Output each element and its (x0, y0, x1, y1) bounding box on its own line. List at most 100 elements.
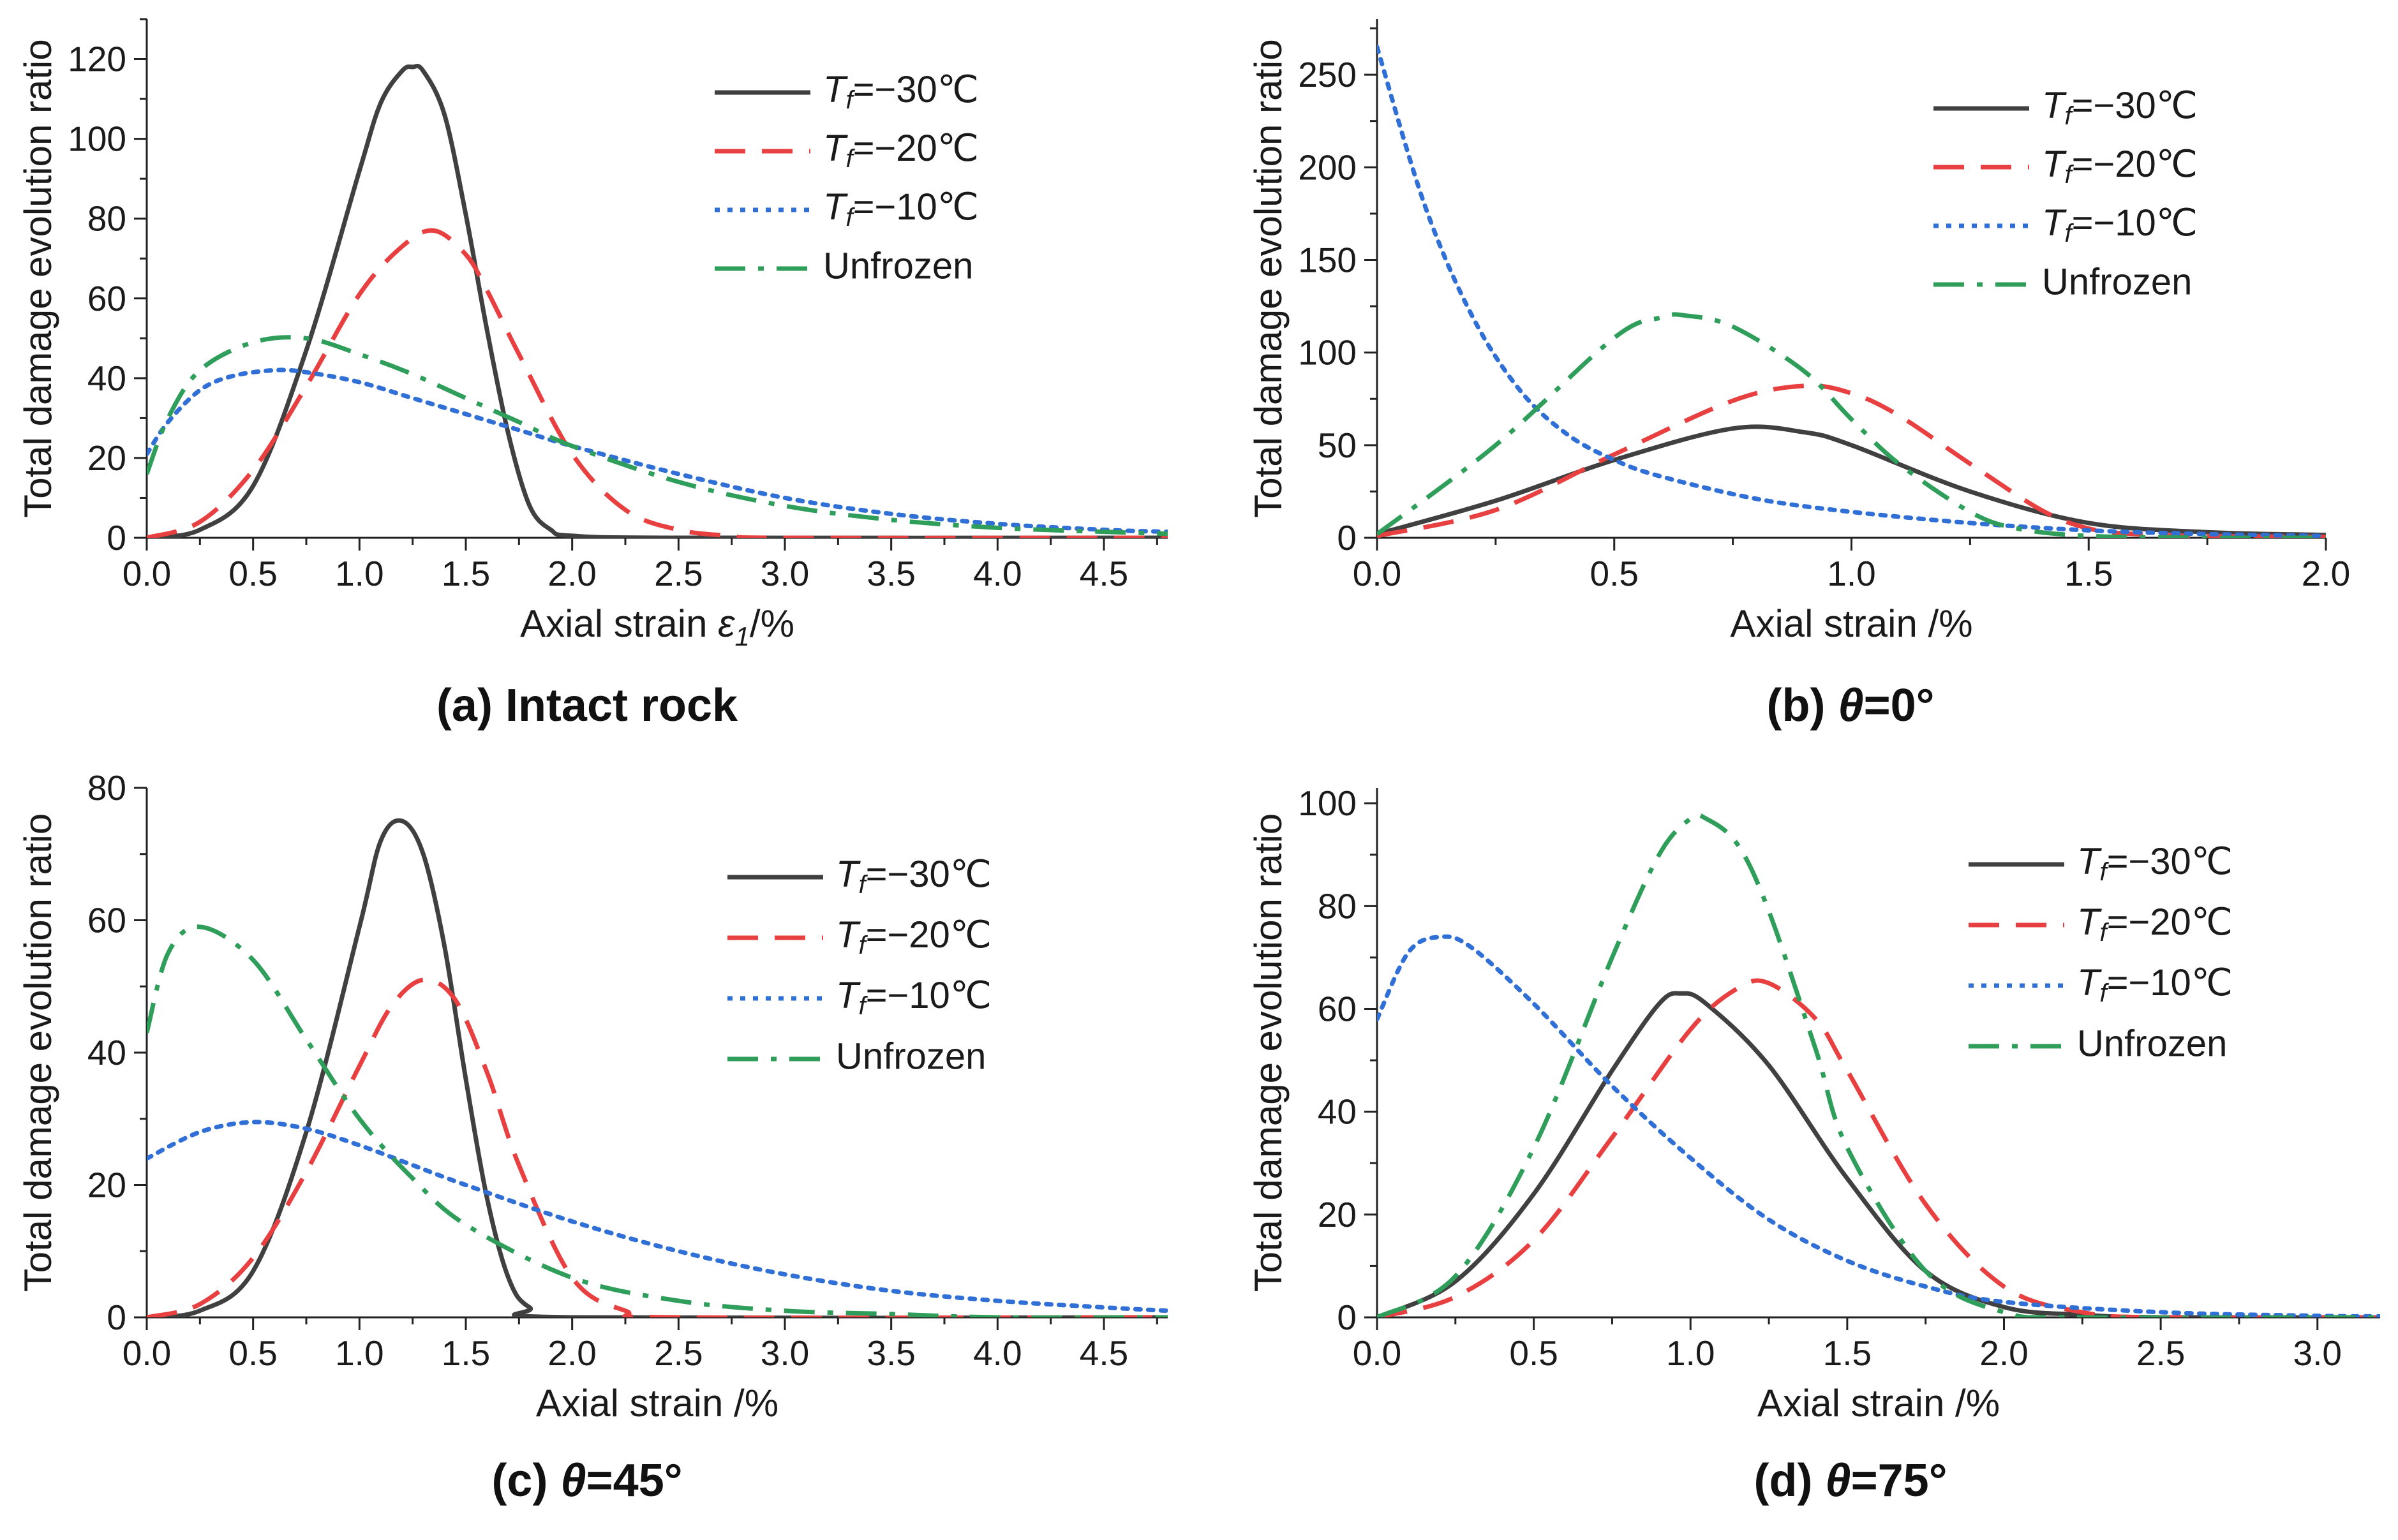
panel-caption: (c) θ=45° (491, 1455, 682, 1506)
series-line (1377, 934, 2380, 1317)
y-tick-label: 250 (1298, 55, 1357, 94)
legend-label: Unfrozen (836, 1035, 986, 1077)
x-tick-label: 1.0 (1827, 554, 1875, 593)
y-tick-label: 60 (1318, 989, 1357, 1029)
x-tick-label: 1.5 (442, 554, 490, 593)
series-line (147, 367, 1168, 535)
y-tick-label: 60 (87, 901, 126, 940)
legend-label: Unfrozen (823, 245, 973, 286)
y-tick-label: 120 (68, 40, 126, 79)
y-tick-label: 100 (1298, 783, 1357, 823)
x-tick-label: 0.0 (123, 554, 171, 593)
x-tick-label: 0.0 (1353, 554, 1401, 593)
y-tick-label: 0 (1337, 1298, 1357, 1337)
y-tick-label: 20 (87, 438, 126, 478)
x-tick-label: 0.5 (228, 1333, 277, 1373)
series-line (147, 1120, 1168, 1314)
y-tick-label: 0 (107, 518, 126, 558)
y-tick-label: 40 (87, 1033, 126, 1072)
legend-label: Tf=−20℃ (2077, 901, 2233, 946)
x-tick-label: 1.0 (1666, 1333, 1715, 1373)
chart-panel-b: 0.0 0.5 1.0 1.5 2.0 0 50 100 150 200 250 Axial stra… (1247, 19, 2350, 731)
x-tick-label: 4.5 (1080, 1333, 1128, 1373)
legend-label: Tf=−30℃ (2077, 841, 2233, 885)
x-tick-label: 1.5 (442, 1333, 490, 1373)
x-tick-label: 0.5 (1590, 554, 1639, 593)
y-tick-label: 100 (1298, 333, 1357, 373)
legend-label: Tf=−30℃ (836, 854, 992, 898)
x-tick-label: 2.0 (2302, 554, 2350, 593)
y-axis-title: Total damage evolution ratio (17, 813, 59, 1292)
y-axis-title: Total damage evolution ratio (17, 39, 59, 517)
legend-label: Unfrozen (2077, 1023, 2227, 1064)
y-tick-label: 20 (87, 1166, 126, 1205)
y-tick-label: 200 (1298, 147, 1357, 187)
y-tick-label: 100 (68, 119, 126, 159)
panel-caption: (a) Intact rock (436, 680, 738, 731)
x-axis-title: Axial strain /% (536, 1382, 778, 1425)
y-tick-label: 40 (1318, 1092, 1357, 1132)
x-axis-title: Axial strain /% (1757, 1382, 2000, 1425)
legend-label: Tf=−20℃ (2042, 144, 2198, 188)
panel-caption: (b) θ=0° (1767, 680, 1935, 731)
x-tick-label: 3.0 (761, 1333, 809, 1373)
chart-panel-a: 0.0 0.5 1.0 1.5 2.0 2.5 3.0 3.5 4.0 4.5 0 20 40 60 80 1… (17, 18, 1168, 731)
legend-label: Tf=−10℃ (823, 186, 979, 231)
x-tick-label: 2.5 (654, 554, 703, 593)
series-line (1377, 812, 2380, 1317)
x-tick-label: 1.0 (335, 1333, 384, 1373)
legend: Tf=−30℃ Tf=−20℃ Tf=−10℃ Unfrozen (1933, 85, 2198, 302)
legend-label: Tf=−30℃ (823, 69, 979, 114)
x-axis-title: Axial strain ε1/% (520, 602, 794, 651)
x-tick-label: 4.0 (973, 554, 1022, 593)
legend: Tf=−30℃ Tf=−20℃ Tf=−10℃ Unfrozen (727, 854, 992, 1077)
panel-caption: (d) θ=75° (1754, 1455, 1947, 1506)
y-tick-label: 50 (1318, 426, 1357, 465)
legend: Tf=−30℃ Tf=−20℃ Tf=−10℃ Unfrozen (1969, 841, 2233, 1064)
series-line (147, 63, 1168, 538)
x-tick-label: 1.0 (335, 554, 384, 593)
x-tick-label: 4.0 (973, 1333, 1022, 1373)
x-tick-label: 3.0 (761, 554, 809, 593)
legend-label: Tf=−10℃ (2077, 962, 2233, 1007)
y-tick-label: 60 (87, 279, 126, 318)
series-line (1377, 383, 2326, 538)
y-tick-label: 80 (87, 199, 126, 239)
x-tick-label: 2.0 (547, 554, 596, 593)
series-line (147, 818, 1168, 1317)
y-tick-label: 80 (87, 768, 126, 808)
x-tick-label: 2.0 (1979, 1333, 2028, 1373)
legend-label: Tf=−30℃ (2042, 85, 2198, 130)
series-line (147, 977, 1168, 1317)
x-tick-label: 1.5 (1823, 1333, 1872, 1373)
y-tick-label: 150 (1298, 240, 1357, 279)
legend-label: Unfrozen (2042, 261, 2192, 302)
x-tick-label: 4.5 (1080, 554, 1128, 593)
y-axis-title: Total damage evolution ratio (1247, 813, 1290, 1292)
x-tick-label: 2.5 (654, 1333, 703, 1373)
y-tick-label: 20 (1318, 1195, 1357, 1234)
x-tick-label: 0.0 (1353, 1333, 1401, 1373)
y-tick-label: 80 (1318, 886, 1357, 926)
legend: Tf=−30℃ Tf=−20℃ Tf=−10℃ Unfrozen (715, 69, 979, 286)
x-tick-label: 0.5 (1509, 1333, 1558, 1373)
y-tick-label: 0 (107, 1298, 126, 1337)
legend-label: Tf=−10℃ (2042, 202, 2198, 247)
x-tick-label: 0.0 (123, 1333, 171, 1373)
series-line (1377, 424, 2326, 538)
legend-label: Tf=−20℃ (823, 128, 979, 172)
x-tick-label: 3.0 (2293, 1333, 2342, 1373)
series-line (1377, 978, 2380, 1317)
x-axis-title: Axial strain /% (1730, 602, 1972, 645)
series-line (1377, 45, 2326, 538)
chart-panel-d: 0.0 0.5 1.0 1.5 2.0 2.5 3.0 0 20 40 60 80 100 Axial s… (1247, 783, 2380, 1506)
x-tick-label: 3.5 (867, 554, 915, 593)
series-line (1377, 312, 2326, 538)
y-tick-label: 40 (87, 359, 126, 398)
x-tick-label: 2.0 (547, 1333, 596, 1373)
legend-label: Tf=−10℃ (836, 975, 992, 1019)
series-line (147, 228, 1168, 538)
y-axis-title: Total damage evolution ratio (1247, 39, 1290, 517)
x-tick-label: 2.5 (2136, 1333, 2185, 1373)
